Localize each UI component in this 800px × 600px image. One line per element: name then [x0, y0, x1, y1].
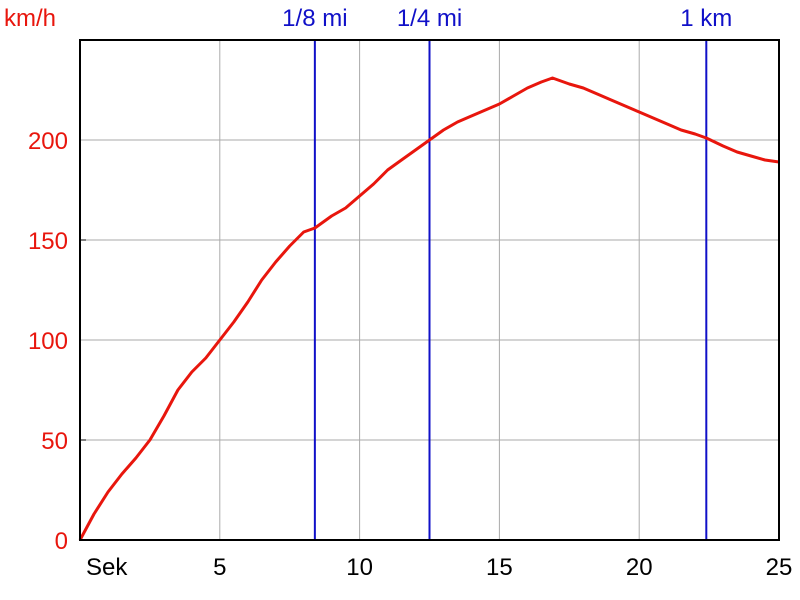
y-tick-label-1: 50 — [41, 428, 68, 455]
marker-label-0: 1/8 mi — [282, 5, 347, 32]
marker-labels: 1/8 mi 1/4 mi 1 km — [282, 5, 732, 32]
marker-label-1: 1/4 mi — [397, 5, 462, 32]
x-tick-label-2: 15 — [486, 554, 513, 581]
speed-curve — [78, 76, 780, 541]
x-tick-label-4: 25 — [766, 554, 793, 581]
y-tick-label-4: 200 — [28, 128, 68, 155]
marker-label-2: 1 km — [680, 5, 732, 32]
x-tick-label-0: 5 — [213, 554, 226, 581]
y-axis-unit-label: km/h — [4, 5, 56, 32]
x-axis-unit-label: Sek — [86, 554, 128, 581]
plot-frame — [79, 39, 780, 541]
y-axis-ticks: 0 50 100 150 200 — [28, 128, 68, 555]
distance-markers — [313, 40, 708, 540]
x-axis-ticks: 5 10 15 20 25 — [213, 554, 792, 581]
y-tick-label-3: 150 — [28, 228, 68, 255]
x-tick-label-1: 10 — [346, 554, 373, 581]
y-tick-label-0: 0 — [55, 528, 68, 555]
x-tick-label-3: 20 — [626, 554, 653, 581]
y-tick-label-2: 100 — [28, 328, 68, 355]
